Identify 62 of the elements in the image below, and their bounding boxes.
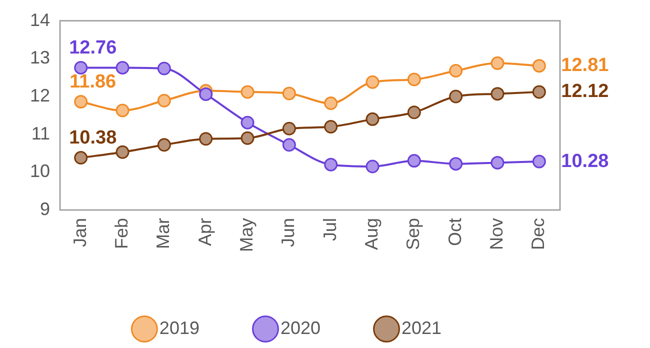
data-label: 12.81 bbox=[561, 55, 610, 76]
y-tick-label: 12 bbox=[30, 85, 50, 106]
point bbox=[407, 154, 421, 168]
point bbox=[282, 86, 296, 100]
data-label: 12.12 bbox=[561, 81, 609, 102]
y-tick-label: 9 bbox=[40, 198, 50, 219]
point bbox=[407, 72, 421, 86]
point bbox=[449, 64, 463, 78]
point bbox=[449, 157, 463, 171]
legend-label: 2021 bbox=[402, 318, 442, 338]
point bbox=[116, 145, 130, 159]
y-tick-label: 13 bbox=[30, 48, 50, 68]
point bbox=[74, 60, 88, 74]
x-tick-label: Sep bbox=[403, 218, 424, 250]
point bbox=[157, 62, 171, 76]
point bbox=[116, 60, 130, 74]
x-tick-label: Oct bbox=[444, 218, 465, 246]
y-tick-label: 11 bbox=[31, 123, 50, 144]
point bbox=[490, 56, 504, 70]
point bbox=[74, 151, 88, 165]
point bbox=[199, 87, 213, 101]
data-label: 10.28 bbox=[561, 150, 609, 172]
point bbox=[532, 85, 546, 99]
point bbox=[240, 131, 254, 145]
x-tick-label: Feb bbox=[111, 218, 132, 250]
point bbox=[449, 90, 463, 104]
point bbox=[532, 154, 546, 168]
y-tick-label: 10 bbox=[30, 161, 50, 182]
data-label: 10.38 bbox=[69, 128, 117, 149]
point bbox=[490, 156, 504, 170]
point bbox=[116, 104, 130, 118]
point bbox=[240, 85, 254, 99]
x-tick-label: Apr bbox=[194, 218, 215, 246]
point bbox=[532, 59, 546, 73]
x-tick-label: Jul bbox=[320, 218, 340, 242]
point bbox=[366, 112, 380, 126]
point bbox=[282, 122, 296, 136]
point bbox=[366, 160, 380, 174]
legend-label: 2020 bbox=[280, 318, 321, 338]
y-tick-label: 14 bbox=[30, 10, 50, 30]
x-tick-label: Mar bbox=[153, 218, 174, 249]
point bbox=[324, 120, 338, 134]
x-tick-label: Jan bbox=[70, 218, 90, 248]
point bbox=[157, 138, 171, 152]
legend-label: 2019 bbox=[159, 318, 200, 338]
point bbox=[366, 75, 380, 89]
point bbox=[324, 158, 338, 172]
x-tick-label: May bbox=[236, 218, 256, 252]
x-tick-label: Nov bbox=[486, 218, 506, 250]
point bbox=[407, 106, 421, 120]
point bbox=[324, 96, 338, 110]
point bbox=[157, 94, 171, 108]
point bbox=[74, 95, 88, 109]
x-tick-label: Jun bbox=[278, 218, 298, 248]
x-tick-label: Dec bbox=[528, 218, 548, 250]
point bbox=[282, 138, 296, 152]
point bbox=[199, 132, 213, 146]
point bbox=[490, 87, 504, 101]
point bbox=[240, 116, 254, 130]
data-label: 12.76 bbox=[69, 37, 117, 58]
data-label: 11.86 bbox=[70, 72, 116, 93]
x-tick-label: Aug bbox=[361, 218, 382, 250]
